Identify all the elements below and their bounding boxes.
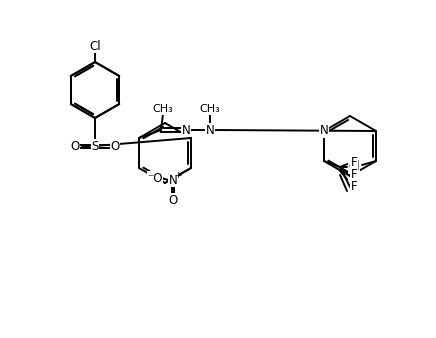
Text: F: F <box>351 180 358 193</box>
Text: N: N <box>320 124 328 138</box>
Text: Cl: Cl <box>89 40 101 52</box>
Text: ⁻O: ⁻O <box>147 171 163 185</box>
Text: +: + <box>174 170 182 179</box>
Text: N: N <box>169 173 177 187</box>
Text: F: F <box>351 156 358 169</box>
Text: S: S <box>91 140 99 152</box>
Text: N: N <box>182 123 191 137</box>
Text: CH₃: CH₃ <box>153 104 174 114</box>
Text: CH₃: CH₃ <box>200 104 220 114</box>
Text: O: O <box>168 193 177 207</box>
Text: O: O <box>70 140 80 152</box>
Text: Cl: Cl <box>348 161 360 173</box>
Text: N: N <box>206 123 215 137</box>
Text: F: F <box>351 169 358 182</box>
Text: O: O <box>110 140 119 152</box>
